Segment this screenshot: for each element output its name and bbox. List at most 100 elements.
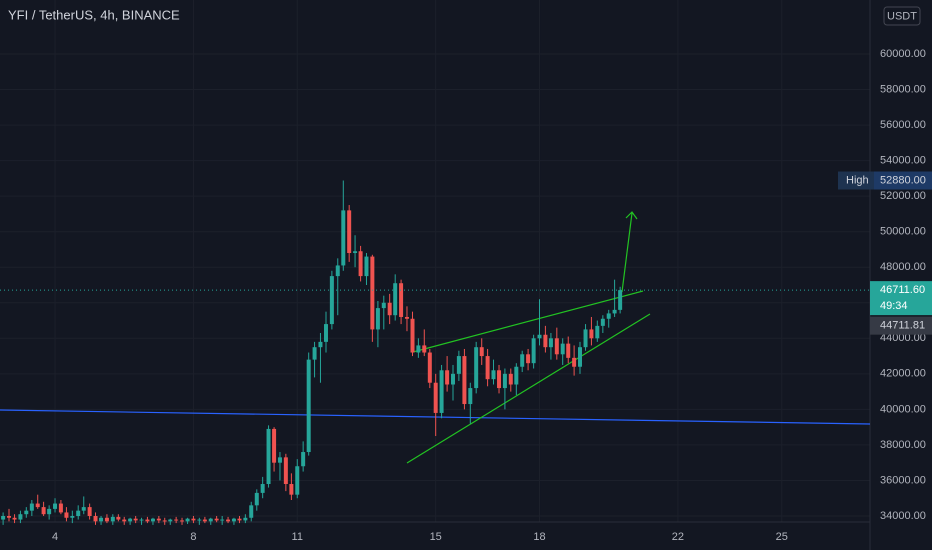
candle-body (335, 265, 340, 277)
candle-body (323, 324, 328, 342)
candle-body (341, 210, 346, 266)
candle-body (249, 505, 254, 518)
candle-body (445, 370, 450, 385)
candle-body (404, 316, 409, 319)
candle-body (24, 510, 29, 515)
candles (1, 180, 623, 525)
candle-body (104, 517, 109, 522)
currency-label: USDT (887, 10, 917, 22)
candle-body (381, 302, 386, 309)
candle-body (578, 347, 582, 367)
candle-body (70, 515, 75, 518)
high-value: 52880.00 (880, 174, 926, 186)
candle-body (266, 428, 271, 485)
candle-body (243, 517, 248, 521)
x-tick-label: 4 (52, 531, 58, 543)
candle-body (399, 283, 404, 317)
candle-body (150, 518, 155, 522)
high-value-badge (874, 171, 932, 190)
candle-body (353, 251, 358, 254)
candle-body (180, 520, 185, 522)
candle-body (156, 518, 161, 521)
candle-body (47, 508, 52, 515)
candle-body (462, 356, 467, 405)
candle-body (589, 329, 594, 339)
candle-body (139, 519, 144, 521)
candle-body (197, 519, 202, 521)
candle-body (18, 514, 23, 520)
candle-body (6, 515, 11, 518)
candle-body (474, 347, 479, 389)
x-tick-label: 25 (776, 531, 788, 543)
candle-body (502, 373, 507, 389)
candle-body (295, 466, 300, 495)
candle-body (58, 503, 63, 513)
candle-body (416, 345, 421, 353)
candle-body (29, 503, 34, 511)
candle-body (214, 518, 219, 521)
candle-body (202, 519, 207, 522)
candle-body (87, 507, 92, 516)
last-price-badge (870, 281, 932, 316)
candle-body (520, 354, 525, 367)
candle-body (422, 345, 427, 353)
candle-body (301, 452, 306, 467)
candle-body (81, 507, 86, 511)
candle-body (583, 329, 588, 348)
candle-body (612, 309, 617, 314)
candle-body (370, 256, 375, 330)
candle-body (618, 290, 623, 310)
candle-body (554, 338, 559, 355)
candle-body (162, 520, 167, 522)
y-tick-label: 38000.00 (880, 439, 926, 451)
candle-body (220, 519, 225, 521)
candle-body (312, 347, 317, 360)
candle-body (272, 428, 277, 463)
candle-body (572, 357, 577, 367)
grid (0, 0, 870, 522)
candle-body (537, 334, 542, 339)
candle-body (531, 338, 536, 364)
candle-body (393, 283, 398, 316)
candle-body (306, 359, 311, 453)
y-tick-label: 60000.00 (880, 48, 926, 60)
candle-body (318, 341, 323, 348)
countdown-label: 49:34 (880, 300, 908, 312)
upper-trendline[interactable] (412, 290, 644, 353)
candle-body (485, 356, 490, 380)
candle-body (145, 519, 150, 522)
candle-body (560, 343, 565, 355)
candle-body (329, 276, 334, 325)
candle-body (600, 318, 605, 326)
candle-body (427, 352, 432, 383)
candle-body (543, 334, 548, 348)
candle-body (526, 354, 531, 364)
candle-body (514, 366, 519, 385)
candle-body (468, 388, 473, 405)
candle-body (387, 302, 392, 316)
y-tick-label: 58000.00 (880, 83, 926, 95)
y-tick-label: 40000.00 (880, 403, 926, 415)
high-name-badge (838, 171, 874, 190)
candle-body (358, 251, 363, 277)
lower-trendline[interactable] (406, 313, 651, 464)
candle-body (110, 516, 115, 522)
candle-body (289, 484, 294, 495)
candle-body (168, 519, 173, 522)
candle-body (208, 518, 213, 522)
currency-button[interactable] (883, 6, 921, 26)
x-tick-label: 15 (430, 531, 442, 543)
y-tick-label: 44000.00 (880, 332, 926, 344)
y-tick-label: 56000.00 (880, 119, 926, 131)
candle-body (260, 484, 265, 493)
candle-body (12, 517, 17, 520)
candle-body (41, 507, 46, 515)
marker-price-label: 44711.81 (880, 320, 925, 332)
candle-body (254, 492, 259, 506)
horizontal-trendline[interactable] (0, 409, 871, 425)
candle-body (450, 373, 455, 385)
target-arrow[interactable] (621, 211, 638, 293)
candle-body (491, 370, 496, 380)
candle-body (53, 503, 58, 509)
